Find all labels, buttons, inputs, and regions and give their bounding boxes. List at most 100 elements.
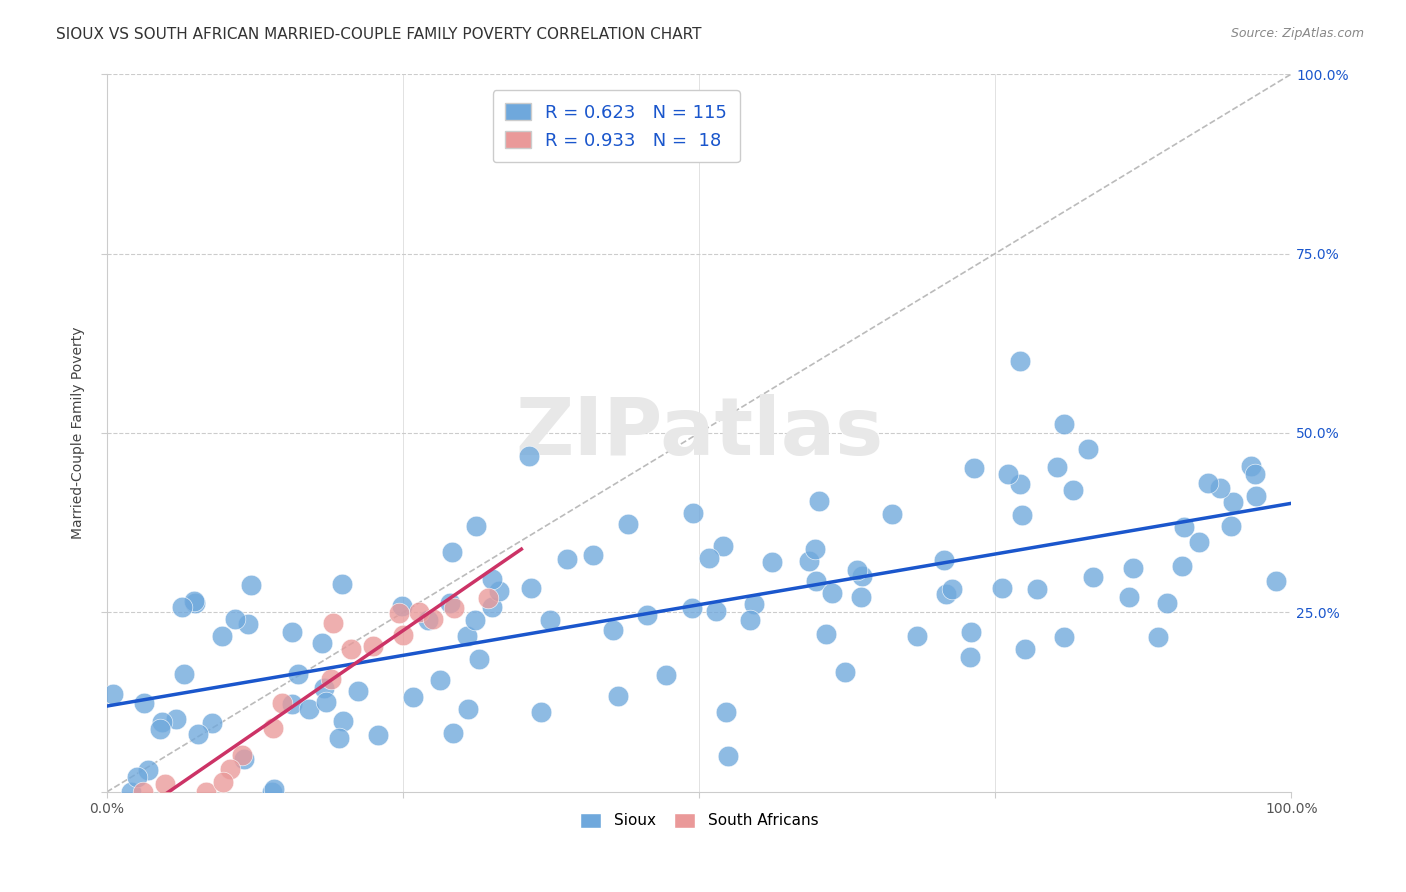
Point [959,650,981,665]
Point [820,586,842,600]
Point [391,599,413,614]
Point [1046,460,1069,475]
Point [347,684,370,698]
Point [240,578,263,592]
Point [280,697,302,711]
Point [1222,495,1244,509]
Point [367,728,389,742]
Point [388,607,411,621]
Point [815,627,838,641]
Point [963,460,986,475]
Point [1053,417,1076,432]
Point [187,727,209,741]
Point [173,667,195,681]
Point [429,673,451,688]
Point [468,652,491,666]
Point [271,696,294,710]
Text: SIOUX VS SOUTH AFRICAN MARRIED-COUPLE FAMILY POVERTY CORRELATION CHART: SIOUX VS SOUTH AFRICAN MARRIED-COUPLE FA… [56,27,702,42]
Point [714,705,737,719]
Point [260,785,283,799]
Point [1219,518,1241,533]
Point [211,629,233,643]
Point [846,564,869,578]
Point [1118,590,1140,604]
Point [849,590,872,604]
Point [422,612,444,626]
Point [402,690,425,705]
Point [1122,561,1144,575]
Point [717,749,740,764]
Point [481,600,503,615]
Point [477,591,499,605]
Text: ZIPatlas: ZIPatlas [515,394,883,472]
Point [1156,596,1178,610]
Point [392,628,415,642]
Point [238,617,260,632]
Point [880,507,903,521]
Point [697,550,720,565]
Point [655,668,678,682]
Point [1010,476,1032,491]
Point [315,695,337,709]
Point [1014,641,1036,656]
Point [704,603,727,617]
Point [711,539,734,553]
Point [1011,508,1033,522]
Point [1077,442,1099,457]
Point [328,731,350,745]
Point [834,665,856,679]
Point [1081,570,1104,584]
Point [1053,630,1076,644]
Point [681,601,703,615]
Point [457,701,479,715]
Point [804,574,827,589]
Point [807,493,830,508]
Point [617,517,640,532]
Point [439,596,461,610]
Point [287,666,309,681]
Point [153,777,176,791]
Point [481,572,503,586]
Point [443,601,465,615]
Point [520,581,543,595]
Point [538,613,561,627]
Point [761,555,783,569]
Point [149,722,172,736]
Point [322,615,344,630]
Point [990,581,1012,595]
Point [934,587,956,601]
Point [1008,353,1031,368]
Point [1171,559,1194,574]
Point [1146,631,1168,645]
Point [195,785,218,799]
Point [132,785,155,799]
Point [851,569,873,583]
Point [418,613,440,627]
Point [1264,574,1286,588]
Point [738,613,761,627]
Point [132,696,155,710]
Point [408,606,430,620]
Point [280,625,302,640]
Point [165,712,187,726]
Point [997,467,1019,481]
Point [263,782,285,797]
Point [440,545,463,559]
Point [1239,458,1261,473]
Point [744,597,766,611]
Point [530,706,553,720]
Point [233,752,256,766]
Point [339,641,361,656]
Point [200,716,222,731]
Point [960,624,983,639]
Point [218,762,240,776]
Point [1244,467,1267,481]
Point [1173,520,1195,534]
Point [184,595,207,609]
Point [1244,489,1267,503]
Point [602,624,624,638]
Point [488,583,510,598]
Point [804,541,827,556]
Point [456,630,478,644]
Point [932,553,955,567]
